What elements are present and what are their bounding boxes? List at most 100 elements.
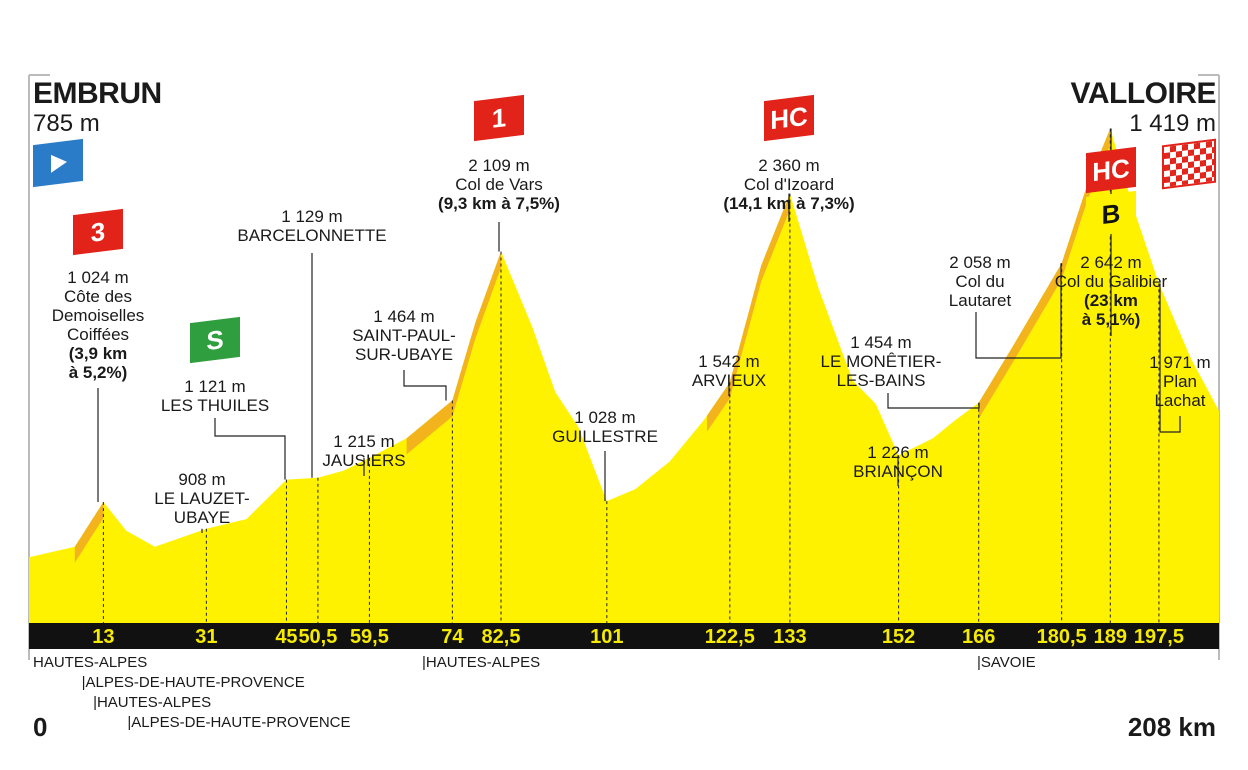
point-name: JAUSIERS [322,451,406,470]
sprint-badge-icon: S [190,316,240,364]
point-label: 1 215 m JAUSIERS [322,432,405,470]
km-marker-label: 82,5 [482,626,521,648]
km-marker-label: 101 [590,626,623,648]
profile-area [29,128,1219,623]
point-label: 1 121 m LES THUILES [161,377,269,415]
region-label: |HAUTES-ALPES [93,694,212,711]
point-label: 1 226 m BRIANÇON [853,443,943,481]
point-altitude: 2 058 m [949,253,1011,272]
climb-band-1 [74,502,104,563]
start-flag-icon [33,138,83,188]
bonus-badge: B [1086,190,1136,238]
climb-category-badge: 3 [73,208,123,256]
point-name: SAINT-PAUL- [352,326,456,345]
leader-line [887,393,980,409]
point-altitude: 1 024 m [67,268,129,287]
point-name: ARVIEUX [691,371,767,390]
km-marker-label: 50,5 [298,626,337,648]
point-climb-stats: à 5,1%) [1081,310,1141,329]
point-name: LE MONÊTIER- [820,352,942,371]
point-label: 1 024 m Côte des Demoiselles Coiffées (3,9 k… [52,268,145,382]
start-altitude: 785 m [33,110,100,137]
km-marker-label: 189 [1094,626,1127,648]
finish-altitude: 1 419 m [1129,110,1216,137]
point-name: Lachat [1154,391,1206,410]
point-altitude: 1 454 m [850,333,912,352]
point-altitude: 1 542 m [698,352,760,371]
point-climb-stats: (23 km [1084,291,1138,310]
climb-category-badge: HC [764,94,814,142]
region-label: |HAUTES-ALPES [422,654,541,671]
point-altitude: 2 642 m [1080,253,1142,272]
km-marker-label: 133 [773,626,806,648]
point-altitude: 2 360 m [758,156,820,175]
point-altitude: 1 226 m [867,443,929,462]
point-climb-stats: (14,1 km à 7,3%) [723,194,855,213]
point-label: 1 542 m ARVIEUX [692,352,766,390]
leader-line [1159,283,1181,433]
region-label: |ALPES-DE-HAUTE-PROVENCE [81,674,305,691]
region-label: |ALPES-DE-HAUTE-PROVENCE [127,714,351,731]
leader-line [975,263,1062,359]
km-marker-label: 122,5 [705,626,755,648]
leader-line [403,370,447,401]
distance-start: 0 [33,712,48,742]
point-name: Col de Vars [455,175,543,194]
point-climb-stats: (3,9 km [68,344,128,363]
point-label: 1 454 m LE MONÊTIER- LES-BAINS [821,333,942,390]
point-name: LES THUILES [160,396,270,415]
point-label: 1 464 m SAINT-PAUL- SUR-UBAYE [352,307,456,364]
point-name: BARCELONNETTE [237,226,387,245]
point-label: 1 129 m BARCELONNETTE [237,207,386,245]
point-climb-stats: à 5,2%) [68,363,128,382]
point-name: Demoiselles [51,306,145,325]
point-name: GUILLESTRE [552,427,658,446]
point-name: LES-BAINS [836,371,926,390]
start-city: EMBRUN [33,77,162,110]
point-altitude: 1 464 m [373,307,435,326]
finish-city: VALLOIRE [1070,77,1217,110]
km-marker-label: 152 [882,626,915,648]
point-altitude: 2 109 m [468,156,530,175]
point-altitude: 1 129 m [281,207,343,226]
km-marker-label: 166 [962,626,995,648]
point-label: 2 642 m Col du Galibier (23 km à 5,1%) [1055,253,1167,329]
point-name: SUR-UBAYE [355,345,453,364]
km-marker-label: 74 [441,626,464,648]
point-name: Col du Galibier [1054,272,1168,291]
leader-line [214,418,286,480]
km-axis-bar [29,623,1219,649]
km-marker-label: 13 [92,626,114,648]
km-marker-label: 45 [275,626,297,648]
distance-end: 208 km [1127,712,1216,742]
point-name: Coiffées [66,325,130,344]
finish-flag-icon [1162,138,1216,190]
point-altitude: 1 971 m [1149,353,1211,372]
point-label: 2 109 m Col de Vars (9,3 km à 7,5%) [438,156,560,213]
km-markers: 13 31 45 50,5 59,5 74 82,5 101 122,5 133 152 166 180… [92,626,1184,648]
point-name: Col du [955,272,1005,291]
point-altitude: 1 121 m [184,377,246,396]
point-name: UBAYE [173,508,231,527]
point-name: BRIANÇON [853,462,943,481]
point-name: Plan [1162,372,1198,391]
climb-band-4 [978,128,1111,419]
point-altitude: 1 215 m [333,432,395,451]
region-label: HAUTES-ALPES [33,654,148,671]
point-altitude: 1 028 m [574,408,636,427]
point-name: Col d'Izoard [743,175,835,194]
climb-category-badge: 1 [474,94,524,142]
climb-category-badge: HC [1086,146,1136,194]
point-label: 1 971 m Plan Lachat [1149,353,1210,410]
point-label: 2 058 m Col du Lautaret [949,253,1011,310]
point-label: 908 m LE LAUZET- UBAYE [154,470,249,527]
climb-band-3 [707,193,790,432]
point-label: 2 360 m Col d'Izoard (14,1 km à 7,3%) [723,156,854,213]
climb-band-2 [406,251,501,455]
km-marker-label: 31 [195,626,217,648]
profile-fill [29,128,1219,623]
km-marker-label: 59,5 [350,626,389,648]
point-label: 1 028 m GUILLESTRE [552,408,658,446]
